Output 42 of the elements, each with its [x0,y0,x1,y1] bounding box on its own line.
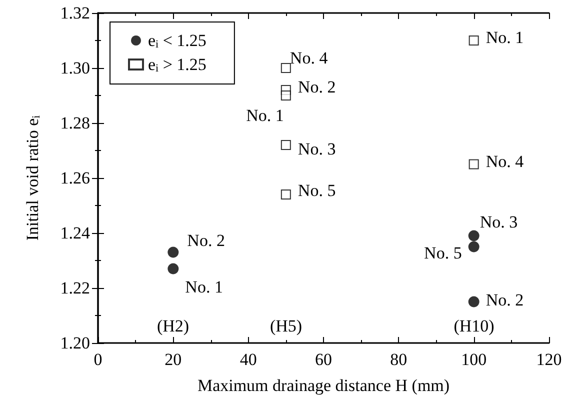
annotation: (H2) [156,316,190,336]
annotation: No. 4 [486,152,524,171]
annotation: No. 5 [424,243,462,262]
annotation: No. 1 [246,106,284,125]
point [280,63,291,73]
point [168,246,179,258]
x-tick-label: 40 [240,350,257,369]
point [468,159,479,170]
point [280,90,291,100]
y-tick-label: 1.30 [60,58,90,78]
annotation: No. 3 [480,212,518,232]
x-tick-label: 80 [390,350,408,369]
y-tick-label: 1.22 [60,278,90,298]
annotation: (H5) [270,316,302,336]
annotation: No. 1 [486,28,524,47]
x-axis-title: Maximum drainage distance H (mm) [197,376,450,395]
point [468,36,479,46]
y-tick-label: 1.28 [60,114,90,132]
point [468,230,480,242]
y-axis-title: Initial void ratio ei [23,115,42,241]
y-tick-label: 1.32 [60,4,90,22]
x-tick-label: 100 [461,350,487,369]
point [168,263,179,274]
y-tick-label: 1.20 [60,334,90,352]
annotation: No. 5 [298,181,336,200]
annotation: No. 2 [187,230,225,250]
annotation: No. 1 [185,277,223,296]
x-tick-label: 20 [164,350,182,369]
annotation: No. 4 [290,48,328,68]
x-tick-label: 60 [315,350,332,369]
annotation: No. 3 [298,140,336,158]
point [280,190,291,200]
point [468,241,480,252]
y-tick-label: 1.26 [60,168,90,188]
annotation: No. 2 [298,78,336,96]
x-tick-label: 0 [94,350,102,369]
annotation: No. 2 [486,290,524,310]
y-tick-label: 1.24 [60,224,90,242]
point [468,296,480,308]
x-tick-label: 120 [536,350,562,369]
point [280,140,291,150]
annotation: (H10) [454,316,494,336]
